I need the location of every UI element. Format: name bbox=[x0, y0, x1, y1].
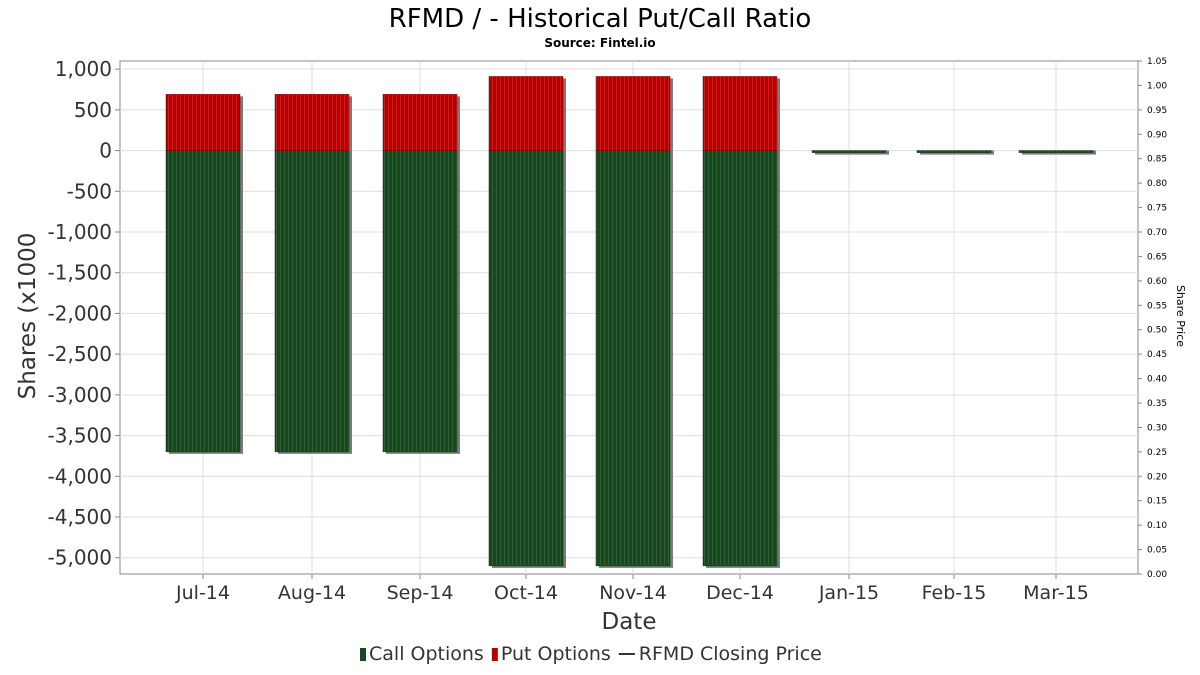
y-tick-label: -1,500 bbox=[48, 261, 112, 285]
y-tick-label: -5,000 bbox=[48, 546, 112, 570]
put-bar bbox=[274, 94, 350, 151]
x-tick-label: Aug-14 bbox=[278, 582, 346, 604]
y-tick-label: -1,000 bbox=[48, 220, 112, 244]
x-tick-label: Dec-14 bbox=[706, 582, 774, 604]
bars bbox=[165, 76, 1096, 568]
x-axis-title: Date bbox=[602, 609, 657, 635]
y-axis-title: Shares (x1000 bbox=[15, 233, 41, 400]
y2-tick-label: 0.60 bbox=[1147, 277, 1167, 287]
chart-subtitle: Source: Fintel.io bbox=[544, 36, 655, 50]
x-tick-label: Jul-14 bbox=[175, 582, 230, 604]
y2-tick-label: 0.40 bbox=[1147, 375, 1167, 385]
y2-tick-label: 1.05 bbox=[1147, 57, 1167, 67]
y2-tick-label: 0.95 bbox=[1147, 106, 1167, 116]
y2-tick-label: 0.20 bbox=[1147, 472, 1167, 482]
y-tick-label: -3,500 bbox=[48, 424, 112, 448]
y2-tick-label: 0.30 bbox=[1147, 423, 1167, 433]
legend-label: Call Options bbox=[369, 643, 484, 665]
y2-tick-label: 0.10 bbox=[1147, 521, 1167, 531]
x-axis-ticks: Jul-14 Aug-14 Sep-14 Oct-14 Nov-14 Dec-14 Jan-… bbox=[175, 574, 1089, 604]
x-tick-label: Feb-15 bbox=[922, 582, 987, 604]
y-tick-label: 0 bbox=[99, 139, 112, 163]
x-tick-label: Sep-14 bbox=[387, 582, 454, 604]
x-tick-label: Mar-15 bbox=[1023, 582, 1089, 604]
y-tick-label: 1,000 bbox=[55, 57, 112, 81]
y2-tick-label: 0.50 bbox=[1147, 326, 1167, 336]
y2-tick-label: 0.90 bbox=[1147, 130, 1167, 140]
legend-swatch bbox=[360, 648, 366, 661]
put-bar bbox=[165, 94, 241, 151]
y-tick-label: -4,000 bbox=[48, 464, 112, 488]
y-tick-label: -2,000 bbox=[48, 301, 112, 325]
y-tick-label: -500 bbox=[67, 179, 112, 203]
put-bar bbox=[595, 76, 671, 151]
y2-tick-label: 0.05 bbox=[1147, 546, 1167, 556]
call-bar bbox=[274, 150, 350, 453]
chart-title: RFMD / - Historical Put/Call Ratio bbox=[389, 4, 812, 34]
y2-axis-title: Share Price bbox=[1174, 285, 1187, 347]
call-bar bbox=[488, 150, 564, 567]
call-bar bbox=[702, 150, 778, 567]
put-bar bbox=[382, 94, 458, 151]
y2-tick-label: 0.35 bbox=[1147, 399, 1167, 409]
legend-label: Put Options bbox=[501, 643, 611, 665]
x-tick-label: Oct-14 bbox=[494, 582, 558, 604]
y2-tick-label: 0.25 bbox=[1147, 448, 1167, 458]
legend-swatch bbox=[491, 648, 498, 661]
put-bar bbox=[488, 76, 564, 151]
y-tick-label: -4,500 bbox=[48, 505, 112, 529]
y2-tick-label: 1.00 bbox=[1147, 81, 1167, 91]
y2-tick-label: 0.75 bbox=[1147, 204, 1167, 214]
y2-tick-label: 0.65 bbox=[1147, 252, 1167, 262]
y-tick-label: -2,500 bbox=[48, 342, 112, 366]
legend-label: RFMD Closing Price bbox=[639, 643, 822, 665]
y2-tick-label: 0.00 bbox=[1147, 570, 1167, 580]
call-bar bbox=[916, 150, 992, 153]
x-tick-label: Jan-15 bbox=[818, 582, 879, 604]
x-tick-label: Nov-14 bbox=[599, 582, 667, 604]
y2-tick-label: 0.80 bbox=[1147, 179, 1167, 189]
y2-tick-label: 0.55 bbox=[1147, 301, 1167, 311]
y-tick-label: 500 bbox=[74, 98, 112, 122]
call-bar bbox=[165, 150, 241, 453]
legend: Call Options Put Options RFMD Closing Pric… bbox=[360, 643, 822, 665]
call-bar bbox=[811, 150, 887, 153]
call-bar bbox=[595, 150, 671, 567]
y2-tick-label: 0.15 bbox=[1147, 497, 1167, 507]
y-axis-ticks: 1,000 500 0 -500 -1,000 -1,500 -2,000 -2,500 -3,… bbox=[48, 57, 120, 570]
y2-tick-label: 0.70 bbox=[1147, 228, 1167, 238]
y2-tick-label: 0.45 bbox=[1147, 350, 1167, 360]
put-bar bbox=[702, 76, 778, 151]
call-bar bbox=[1018, 150, 1094, 153]
y-tick-label: -3,000 bbox=[48, 383, 112, 407]
y2-tick-label: 0.85 bbox=[1147, 155, 1167, 165]
y2-axis-ticks: 1.05 1.00 0.95 0.90 0.85 0.80 0.75 0.70 0.65 0.60… bbox=[1138, 57, 1167, 580]
call-bar bbox=[382, 150, 458, 453]
